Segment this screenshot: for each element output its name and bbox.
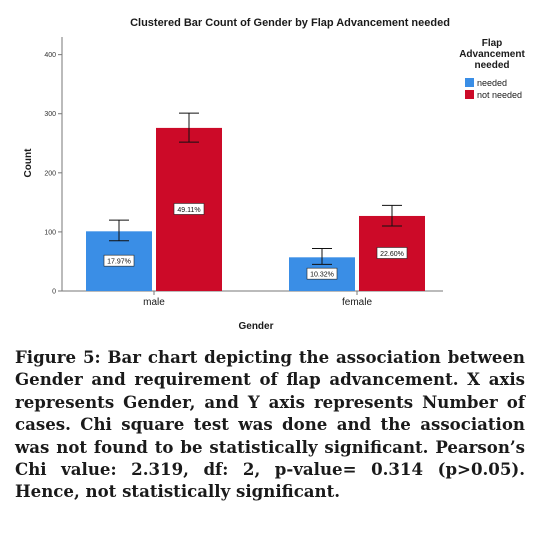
data-label: 17.97% [107,259,131,266]
legend: Flap Advancement needed needed not needed [459,38,525,100]
x-axis: male female [62,290,443,308]
bars: 17.97% 10.32% 49.11% 22.60% [86,112,425,291]
y-tick-label: 400 [44,52,56,59]
data-label: 49.11% [177,207,200,214]
y-tick-label: 0 [52,289,56,296]
data-label-box [103,254,135,267]
data-label: 22.60% [380,251,404,258]
data-label: 10.32% [310,272,334,279]
legend-label: needed [477,78,507,88]
y-axis: 0 100 200 300 400 [44,37,63,296]
x-axis-label: Gender [238,321,273,332]
legend-swatch [465,90,474,99]
figure-caption: Figure 5: Bar chart depicting the associ… [15,347,525,502]
bar-chart: Clustered Bar Count of Gender by Flap Ad… [23,17,525,332]
y-tick-label: 100 [44,229,56,236]
y-tick-label: 300 [44,111,56,118]
legend-label: not needed [477,90,522,100]
data-label-box [376,247,408,259]
x-tick-label: male [143,297,165,308]
data-label-box [306,267,338,280]
legend-swatch [465,78,474,87]
legend-title: Flap Advancement needed [459,38,525,71]
x-tick-label: female [342,297,372,308]
chart-title: Clustered Bar Count of Gender by Flap Ad… [130,17,450,29]
y-tick-label: 200 [44,170,56,177]
y-axis-label: Count [23,148,34,178]
data-label-box [173,203,205,215]
